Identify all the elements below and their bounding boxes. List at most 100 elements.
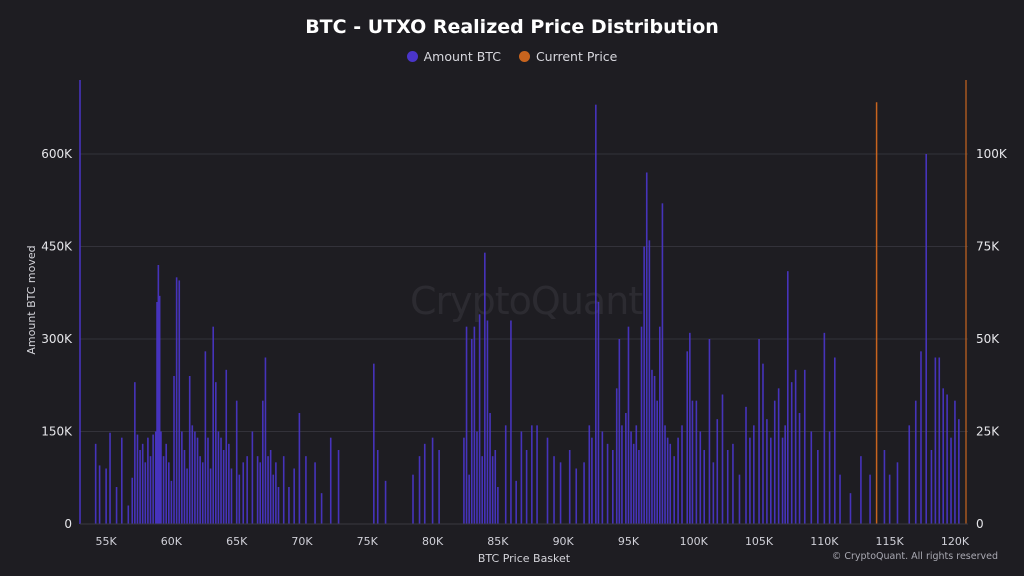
bar xyxy=(139,450,141,524)
bar xyxy=(298,413,301,524)
bar xyxy=(745,406,747,524)
bar xyxy=(630,431,632,524)
bar xyxy=(264,357,267,524)
bar xyxy=(615,388,618,524)
bar xyxy=(115,487,118,524)
bar xyxy=(212,326,214,524)
y-tick-label: 600K xyxy=(41,147,73,161)
bar xyxy=(109,432,111,524)
bar xyxy=(712,462,715,524)
bar xyxy=(686,351,689,524)
bar xyxy=(275,462,277,524)
bar xyxy=(817,450,819,524)
x-tick-label: 60K xyxy=(161,535,183,548)
bar xyxy=(491,456,494,524)
bar xyxy=(726,450,729,524)
bar xyxy=(98,465,101,524)
tick-labels: 0 150K 300K 450K 600K 0 25K 50K 75K 100K 55K 60K 65K… xyxy=(25,147,1008,565)
bar xyxy=(781,437,784,524)
bar xyxy=(753,425,755,524)
x-tick-label: 70K xyxy=(291,535,313,548)
bar xyxy=(762,363,764,524)
y2-tick-label: 0 xyxy=(976,517,984,531)
y2-tick-label: 25K xyxy=(976,425,1000,439)
legend-item-amount-btc[interactable]: Amount BTC xyxy=(406,49,501,64)
bar xyxy=(199,456,201,524)
bar xyxy=(790,382,793,524)
bar xyxy=(194,431,196,524)
bar xyxy=(476,431,478,524)
bar xyxy=(158,295,161,524)
bar xyxy=(288,487,290,524)
bar xyxy=(546,437,549,524)
bar xyxy=(695,400,698,524)
bar xyxy=(494,450,497,524)
bar xyxy=(591,437,593,524)
bar xyxy=(699,431,702,524)
bar xyxy=(664,425,666,524)
bar xyxy=(412,474,414,524)
bar xyxy=(267,456,269,524)
bar xyxy=(489,413,491,524)
bar xyxy=(134,382,136,524)
x-tick-label: 75K xyxy=(357,535,379,548)
bar xyxy=(438,450,440,524)
bar xyxy=(181,431,183,524)
bar xyxy=(120,437,123,524)
watermark: CryptoQuant xyxy=(410,279,643,323)
bar xyxy=(708,339,711,524)
bar xyxy=(621,425,623,524)
bar xyxy=(681,425,683,524)
x-tick-label: 80K xyxy=(422,535,444,548)
bar xyxy=(178,280,181,524)
bar xyxy=(497,487,499,524)
bar xyxy=(786,271,789,524)
bar xyxy=(478,314,481,524)
bar xyxy=(246,456,248,524)
bar xyxy=(950,437,952,524)
bar xyxy=(215,382,217,524)
x-tick-label: 95K xyxy=(618,535,640,548)
bar xyxy=(595,104,597,525)
bar xyxy=(79,80,81,524)
bar xyxy=(141,443,144,524)
bar xyxy=(689,332,691,524)
bar xyxy=(588,425,591,524)
bar xyxy=(770,437,772,524)
x-tick-label: 55K xyxy=(96,535,118,548)
bar xyxy=(188,376,191,524)
bar xyxy=(536,425,538,524)
bar xyxy=(632,443,635,524)
bar xyxy=(784,425,786,524)
bar xyxy=(606,443,609,524)
bar xyxy=(277,487,280,524)
bar xyxy=(666,437,669,524)
grid-lines xyxy=(80,153,968,432)
bar xyxy=(484,252,486,524)
bar xyxy=(839,474,841,524)
x-tick-label: 115K xyxy=(876,535,905,548)
bar xyxy=(329,437,332,524)
legend-item-current-price[interactable]: Current Price xyxy=(518,49,617,64)
bar xyxy=(732,443,734,524)
bar xyxy=(251,431,254,524)
y2-tick-label: 100K xyxy=(976,147,1008,161)
bar xyxy=(147,437,149,524)
bar xyxy=(337,450,340,524)
bar xyxy=(94,443,97,524)
bar xyxy=(669,443,672,524)
bar xyxy=(645,172,648,524)
bar xyxy=(618,339,621,524)
bar xyxy=(749,437,751,524)
bar xyxy=(165,443,167,524)
x-tick-label: 120K xyxy=(941,535,970,548)
bar xyxy=(703,450,706,524)
chart-title: BTC - UTXO Realized Price Distribution xyxy=(305,16,719,38)
bar xyxy=(162,456,165,524)
bar xyxy=(773,400,776,524)
bar xyxy=(320,493,323,524)
x-tick-label: 90K xyxy=(553,535,575,548)
bar xyxy=(481,456,484,524)
legend-swatch-current-price xyxy=(518,51,530,62)
